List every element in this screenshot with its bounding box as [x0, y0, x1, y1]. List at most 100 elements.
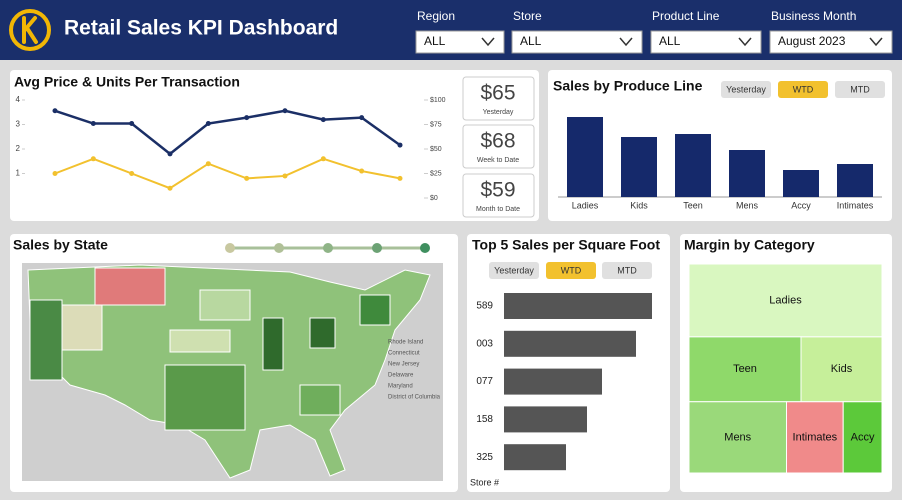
dropdown-value: ALL	[520, 34, 542, 48]
map-state	[94, 267, 166, 306]
bar	[504, 368, 602, 395]
dropdown[interactable]	[650, 30, 762, 54]
map-state	[169, 329, 231, 353]
point	[52, 171, 58, 176]
slider-dot[interactable]	[372, 243, 382, 253]
logo-ring	[9, 9, 51, 51]
map-state	[309, 317, 336, 349]
toggle-button[interactable]	[489, 262, 539, 279]
x-tick-label: Accy	[791, 200, 811, 210]
point	[205, 161, 211, 167]
toggle-button[interactable]	[602, 262, 652, 279]
bar	[675, 134, 711, 197]
map-state	[199, 289, 251, 321]
point	[397, 142, 403, 148]
point	[167, 151, 173, 157]
toggle-button[interactable]	[835, 81, 885, 98]
map-state	[299, 384, 341, 416]
treemap-cell	[785, 401, 844, 474]
bar	[621, 137, 657, 197]
point	[129, 171, 135, 176]
y-tick-label: 003	[476, 338, 493, 349]
treemap-cell	[688, 401, 787, 474]
kpi-value: $59	[480, 179, 515, 202]
map-state	[359, 294, 391, 326]
slider-dot[interactable]	[225, 243, 235, 253]
y-tick-label: 4	[16, 95, 21, 104]
map-label: Connecticut	[388, 351, 420, 357]
point	[90, 156, 96, 162]
y-tick-label: 589	[476, 301, 493, 312]
slider-dot[interactable]	[323, 243, 333, 253]
point	[320, 117, 326, 123]
kpi-value: $65	[480, 82, 515, 105]
y-tick-label: 1	[16, 169, 21, 178]
toggle-button[interactable]	[546, 262, 596, 279]
y-tick-label: 2	[16, 144, 21, 153]
line	[54, 157, 401, 190]
toggle-label: MTD	[850, 84, 870, 94]
y2-tick-label: $25	[430, 170, 442, 177]
dropdown[interactable]	[769, 30, 893, 54]
y-tick-label: 077	[476, 376, 493, 387]
kpi-caption: Week to Date	[477, 157, 519, 164]
point	[359, 115, 365, 121]
y-tick-label: 158	[476, 414, 493, 425]
panel-title: Margin by Category	[684, 237, 815, 253]
y2-tick-label: $75	[430, 121, 442, 128]
map-state	[61, 304, 103, 351]
bar	[504, 444, 566, 471]
kpi-value: $68	[480, 130, 515, 153]
bar	[729, 150, 765, 197]
point	[282, 173, 288, 179]
treemap-cell	[842, 401, 883, 474]
x-tick-label: Kids	[630, 200, 648, 210]
chevron	[738, 37, 752, 47]
slider-dot[interactable]	[420, 243, 430, 253]
slider-dot[interactable]	[274, 243, 284, 253]
y2-tick-label: $100	[430, 97, 446, 104]
toggle-label: MTD	[617, 265, 637, 275]
panel	[10, 70, 539, 221]
bar	[783, 170, 819, 197]
toggle-label: WTD	[793, 84, 814, 94]
point	[129, 121, 135, 127]
header-title: Retail Sales KPI Dashboard	[64, 17, 338, 40]
map-label: District of Columbia	[388, 395, 441, 401]
bar	[504, 406, 587, 433]
point	[244, 115, 250, 121]
filter-label: Store	[513, 9, 542, 23]
map-state	[29, 299, 63, 381]
map-state	[262, 317, 284, 371]
panel-title: Top 5 Sales per Square Foot	[472, 237, 660, 253]
dropdown[interactable]	[511, 30, 643, 54]
x-tick-label: Ladies	[572, 200, 599, 210]
map-state	[164, 364, 246, 431]
point	[167, 185, 173, 191]
dropdown[interactable]	[415, 30, 505, 54]
bar	[504, 330, 636, 357]
point	[205, 121, 211, 127]
filter-label: Business Month	[771, 9, 856, 23]
kpi-card	[462, 124, 535, 169]
treemap-label: Accy	[851, 431, 875, 443]
x-tick-label: Mens	[736, 200, 759, 210]
map-label: Maryland	[388, 384, 413, 390]
kpi-card	[462, 76, 535, 121]
x-tick-label: Intimates	[837, 200, 874, 210]
point	[90, 121, 96, 127]
filter-label: Region	[417, 9, 455, 23]
chevron	[869, 37, 883, 47]
line	[54, 109, 401, 156]
dropdown-value: ALL	[659, 34, 681, 48]
toggle-button[interactable]	[721, 81, 771, 98]
point	[52, 108, 58, 114]
point	[359, 168, 365, 174]
toggle-button[interactable]	[778, 81, 828, 98]
toggle-label: Yesterday	[494, 265, 534, 275]
logo-mark	[22, 16, 38, 44]
axis-label: Store #	[470, 477, 499, 487]
filter-label: Product Line	[652, 9, 720, 23]
point	[282, 108, 288, 114]
